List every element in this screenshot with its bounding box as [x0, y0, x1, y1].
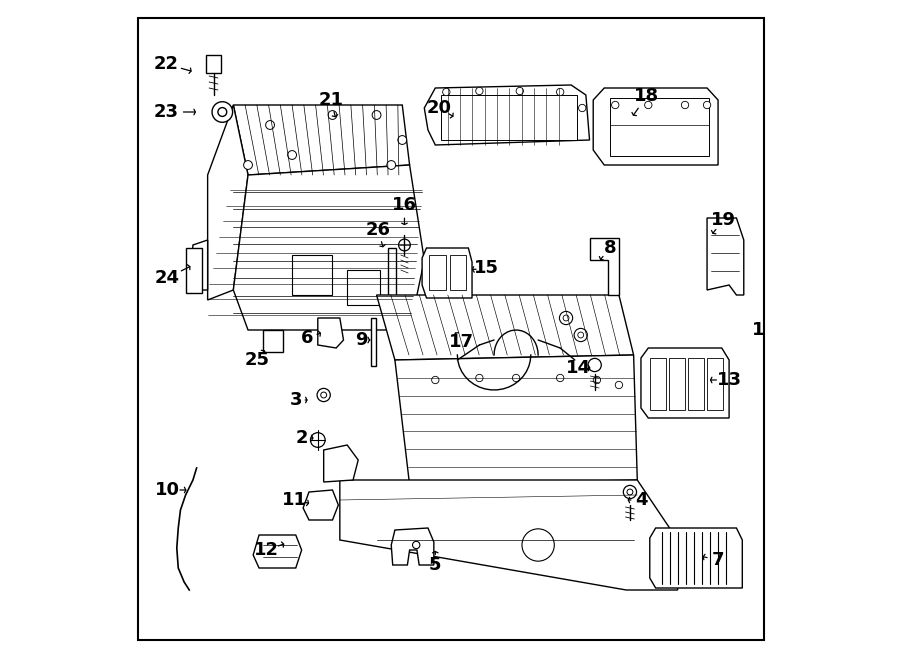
Text: 13: 13 [716, 371, 742, 389]
Circle shape [627, 489, 633, 495]
Bar [669, 358, 685, 410]
Circle shape [624, 485, 636, 498]
Circle shape [704, 101, 711, 108]
Polygon shape [233, 105, 410, 175]
Circle shape [616, 381, 623, 389]
Circle shape [328, 110, 337, 120]
Circle shape [556, 374, 563, 381]
Bar [450, 255, 466, 290]
Circle shape [320, 392, 327, 398]
Text: 20: 20 [427, 99, 452, 117]
Circle shape [522, 529, 554, 561]
Text: 3: 3 [290, 391, 302, 409]
Bar [206, 55, 220, 73]
Bar [650, 358, 666, 410]
Text: 24: 24 [155, 269, 180, 287]
Circle shape [593, 376, 600, 383]
Circle shape [399, 239, 410, 251]
Text: 8: 8 [604, 239, 617, 257]
Circle shape [218, 108, 227, 116]
Text: 25: 25 [245, 351, 270, 369]
Circle shape [266, 120, 274, 130]
Text: 9: 9 [356, 331, 368, 349]
Polygon shape [208, 105, 248, 300]
Circle shape [317, 389, 330, 402]
Text: 17: 17 [448, 333, 473, 351]
Text: 5: 5 [429, 556, 442, 574]
Text: 15: 15 [474, 259, 500, 277]
Polygon shape [650, 528, 742, 588]
Polygon shape [340, 480, 678, 590]
Circle shape [512, 374, 520, 381]
Bar [371, 318, 376, 366]
Text: 26: 26 [365, 221, 391, 239]
Bar [610, 98, 709, 156]
Circle shape [556, 89, 563, 96]
Text: 1: 1 [752, 321, 765, 339]
Polygon shape [392, 528, 434, 565]
Text: 11: 11 [282, 491, 307, 509]
Polygon shape [253, 535, 302, 568]
Bar [185, 248, 202, 293]
Circle shape [579, 104, 586, 112]
Polygon shape [324, 445, 358, 482]
Text: 2: 2 [295, 429, 308, 447]
Circle shape [310, 433, 325, 447]
Bar [292, 255, 332, 295]
Text: 12: 12 [254, 541, 279, 559]
Circle shape [574, 329, 588, 342]
Circle shape [476, 374, 483, 381]
Text: 6: 6 [301, 329, 313, 347]
Polygon shape [303, 490, 338, 520]
Text: 4: 4 [634, 491, 647, 509]
Polygon shape [233, 165, 424, 330]
Polygon shape [376, 295, 634, 360]
Polygon shape [593, 88, 718, 165]
Polygon shape [189, 240, 208, 290]
Circle shape [476, 87, 483, 95]
Text: 22: 22 [153, 55, 178, 73]
Circle shape [288, 151, 296, 159]
Polygon shape [318, 318, 344, 348]
Circle shape [578, 332, 584, 338]
Bar [347, 270, 380, 305]
Circle shape [372, 110, 381, 120]
Circle shape [681, 101, 688, 108]
Circle shape [412, 541, 420, 549]
Circle shape [612, 101, 619, 108]
Circle shape [432, 376, 439, 383]
Circle shape [588, 358, 601, 371]
Circle shape [398, 136, 407, 144]
Text: 14: 14 [566, 359, 591, 377]
Text: 19: 19 [711, 211, 735, 229]
Polygon shape [590, 238, 619, 295]
Text: 23: 23 [153, 103, 178, 121]
Circle shape [212, 102, 232, 122]
Bar [263, 330, 284, 352]
Text: 7: 7 [712, 551, 724, 569]
Text: 16: 16 [392, 196, 417, 214]
Bar [441, 95, 577, 140]
Bar [388, 248, 396, 313]
Circle shape [560, 311, 572, 325]
Polygon shape [422, 248, 472, 298]
Circle shape [443, 89, 450, 96]
Polygon shape [641, 348, 729, 418]
Text: 18: 18 [634, 87, 660, 105]
Polygon shape [395, 355, 637, 485]
Circle shape [563, 315, 569, 321]
Text: 21: 21 [319, 91, 344, 109]
Circle shape [644, 101, 652, 108]
Polygon shape [424, 85, 590, 145]
Circle shape [244, 161, 252, 169]
Circle shape [516, 87, 524, 95]
Text: 10: 10 [155, 481, 180, 499]
Bar [688, 358, 704, 410]
Bar [429, 255, 445, 290]
Polygon shape [707, 218, 743, 295]
Circle shape [387, 161, 396, 169]
Bar [707, 358, 724, 410]
